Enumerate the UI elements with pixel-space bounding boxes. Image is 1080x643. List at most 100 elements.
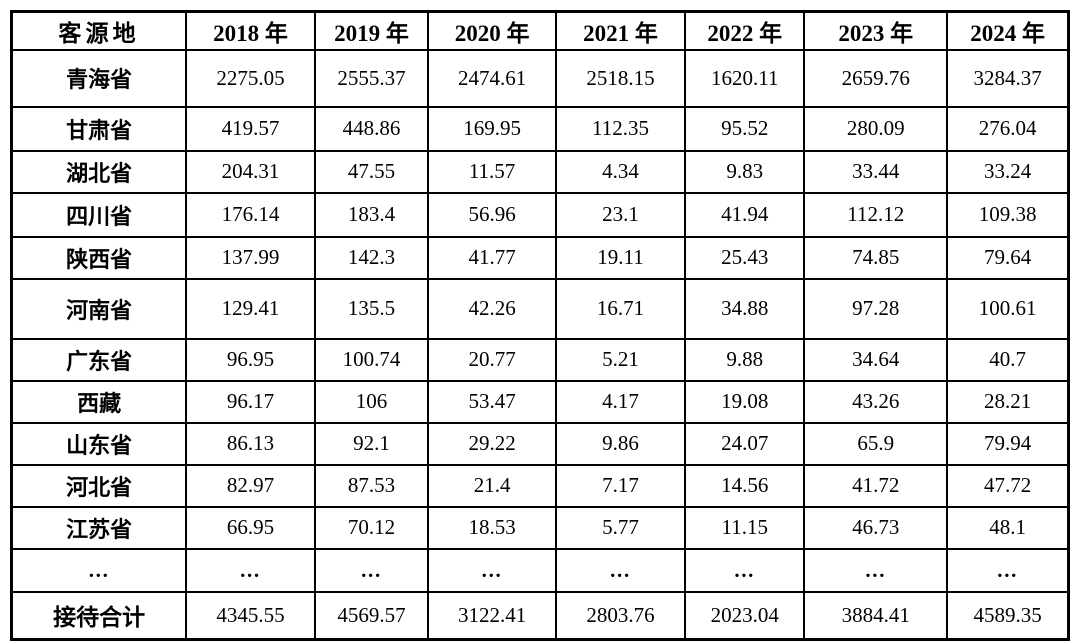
data-cell: 23.1: [554, 191, 687, 238]
data-cell: 3122.41: [427, 590, 557, 641]
data-cell: 41.94: [684, 191, 806, 238]
row-label: 江苏省: [10, 505, 188, 550]
year-column-header: 2018 年: [185, 10, 316, 51]
data-cell: 28.21: [946, 379, 1070, 424]
data-cell: 96.95: [185, 337, 316, 382]
data-cell: 2023.04: [684, 590, 806, 641]
data-cell: ...: [185, 547, 316, 593]
data-cell: 86.13: [185, 421, 316, 466]
data-cell: 18.53: [427, 505, 557, 550]
data-cell: 109.38: [946, 191, 1070, 238]
data-cell: 419.57: [185, 105, 316, 152]
data-cell: 448.86: [313, 105, 430, 152]
row-label: 湖北省: [10, 149, 188, 194]
data-cell: 66.95: [185, 505, 316, 550]
data-cell: 53.47: [427, 379, 557, 424]
data-cell: 5.21: [554, 337, 687, 382]
row-label: 西藏: [10, 379, 188, 424]
data-cell: 176.14: [185, 191, 316, 238]
data-cell: 100.74: [313, 337, 430, 382]
data-cell: 106: [313, 379, 430, 424]
table-row: 江苏省 66.95 70.12 18.53 5.77 11.15 46.73 48.1: [10, 505, 1070, 550]
table-row: 四川省 176.14 183.4 56.96 23.1 41.94 112.12 109.38: [10, 191, 1070, 238]
data-cell: 65.9: [803, 421, 949, 466]
table-row: 湖北省 204.31 47.55 11.57 4.34 9.83 33.44 33.24: [10, 149, 1070, 194]
data-cell: 33.24: [946, 149, 1070, 194]
table-row: 青海省 2275.05 2555.37 2474.61 2518.15 1620.11 26…: [10, 48, 1070, 108]
data-cell: 16.71: [554, 277, 687, 340]
data-cell: 14.56: [684, 463, 806, 508]
table-row: 西藏 96.17 106 53.47 4.17 19.08 43.26 28.21: [10, 379, 1070, 424]
data-cell: 92.1: [313, 421, 430, 466]
data-cell: 82.97: [185, 463, 316, 508]
ellipsis-row: ........................: [10, 547, 1070, 593]
row-label: 河北省: [10, 463, 188, 508]
data-cell: 4.34: [554, 149, 687, 194]
data-cell: 11.15: [684, 505, 806, 550]
data-cell: 79.64: [946, 235, 1070, 280]
data-cell: 2659.76: [803, 48, 949, 108]
data-cell: 204.31: [185, 149, 316, 194]
data-cell: 11.57: [427, 149, 557, 194]
data-cell: 7.17: [554, 463, 687, 508]
data-cell: 97.28: [803, 277, 949, 340]
data-cell: 2803.76: [554, 590, 687, 641]
year-column-header: 2024 年: [946, 10, 1070, 51]
data-cell: ...: [946, 547, 1070, 593]
row-label: 青海省: [10, 48, 188, 108]
table-row: 山东省 86.13 92.1 29.22 9.86 24.07 65.9 79.94: [10, 421, 1070, 466]
data-cell: 79.94: [946, 421, 1070, 466]
data-cell: ...: [427, 547, 557, 593]
data-cell: 19.11: [554, 235, 687, 280]
data-cell: 142.3: [313, 235, 430, 280]
data-cell: 112.12: [803, 191, 949, 238]
data-cell: 5.77: [554, 505, 687, 550]
data-cell: 19.08: [684, 379, 806, 424]
year-column-header: 2022 年: [684, 10, 806, 51]
data-cell: 1620.11: [684, 48, 806, 108]
data-cell: 87.53: [313, 463, 430, 508]
year-column-header: 2019 年: [313, 10, 430, 51]
data-cell: 9.88: [684, 337, 806, 382]
data-cell: 2518.15: [554, 48, 687, 108]
data-cell: 2474.61: [427, 48, 557, 108]
data-cell: 40.7: [946, 337, 1070, 382]
data-cell: 24.07: [684, 421, 806, 466]
data-cell: 95.52: [684, 105, 806, 152]
data-cell: 42.26: [427, 277, 557, 340]
data-cell: 70.12: [313, 505, 430, 550]
data-cell: ...: [313, 547, 430, 593]
data-cell: 129.41: [185, 277, 316, 340]
data-cell: 56.96: [427, 191, 557, 238]
data-cell: 276.04: [946, 105, 1070, 152]
data-cell: 137.99: [185, 235, 316, 280]
origin-column-header: 客源地: [10, 10, 188, 51]
data-cell: 4569.57: [313, 590, 430, 641]
data-cell: 112.35: [554, 105, 687, 152]
table-row: 广东省 96.95 100.74 20.77 5.21 9.88 34.64 40.7: [10, 337, 1070, 382]
data-cell: 43.26: [803, 379, 949, 424]
table-row: 甘肃省 419.57 448.86 169.95 112.35 95.52 280.09 27…: [10, 105, 1070, 152]
table-row: 河南省 129.41 135.5 42.26 16.71 34.88 97.28 100.61: [10, 277, 1070, 340]
data-cell: 25.43: [684, 235, 806, 280]
row-label: 山东省: [10, 421, 188, 466]
table-row: 陕西省 137.99 142.3 41.77 19.11 25.43 74.85 79.64: [10, 235, 1070, 280]
data-cell: 96.17: [185, 379, 316, 424]
data-cell: 29.22: [427, 421, 557, 466]
data-cell: 4589.35: [946, 590, 1070, 641]
data-cell: 3884.41: [803, 590, 949, 641]
data-cell: 100.61: [946, 277, 1070, 340]
year-column-header: 2020 年: [427, 10, 557, 51]
data-cell: 2275.05: [185, 48, 316, 108]
data-cell: 41.72: [803, 463, 949, 508]
table-row: 河北省 82.97 87.53 21.4 7.17 14.56 41.72 47.72: [10, 463, 1070, 508]
data-cell: 46.73: [803, 505, 949, 550]
row-label: 甘肃省: [10, 105, 188, 152]
data-cell: 48.1: [946, 505, 1070, 550]
row-label: 陕西省: [10, 235, 188, 280]
data-cell: 9.83: [684, 149, 806, 194]
data-cell: ...: [554, 547, 687, 593]
row-label: 广东省: [10, 337, 188, 382]
